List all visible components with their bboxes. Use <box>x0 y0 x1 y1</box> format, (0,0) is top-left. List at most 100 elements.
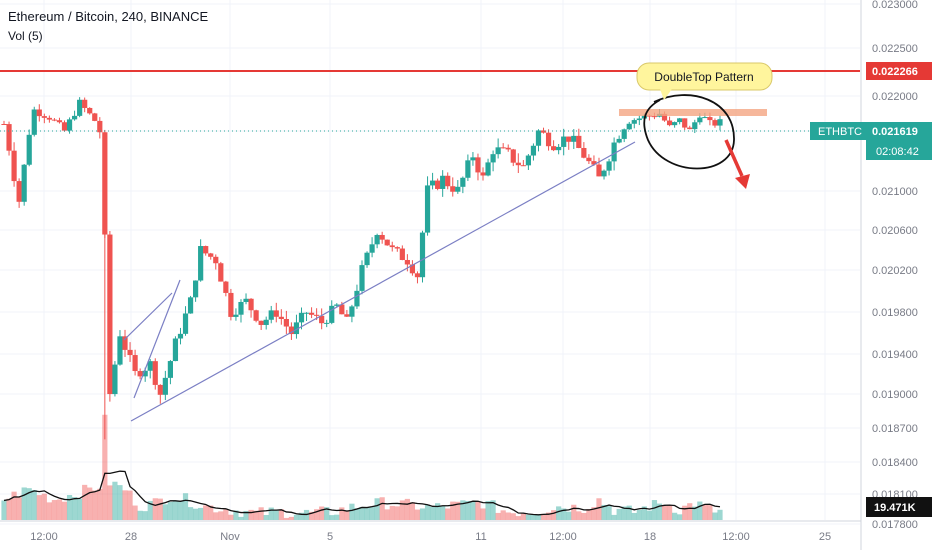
candle-body[interactable] <box>298 312 305 323</box>
rising-trendline[interactable] <box>130 141 636 422</box>
candle-body[interactable] <box>238 301 244 315</box>
candle-body[interactable] <box>561 136 567 147</box>
candle-body[interactable] <box>268 310 274 320</box>
candle-body[interactable] <box>646 115 653 117</box>
candle-body[interactable] <box>455 186 461 192</box>
candle-body[interactable] <box>56 120 63 123</box>
candle-body[interactable] <box>46 117 52 120</box>
candle-body[interactable] <box>1 124 7 125</box>
candle-body[interactable] <box>208 253 214 257</box>
candle-body[interactable] <box>87 107 93 114</box>
candle-body[interactable] <box>92 113 98 121</box>
candle-body[interactable] <box>273 310 279 317</box>
candle-body[interactable] <box>525 155 531 166</box>
candle-body[interactable] <box>324 322 330 324</box>
candle-body[interactable] <box>132 355 138 372</box>
candle-body[interactable] <box>404 259 410 265</box>
candle-body[interactable] <box>182 313 189 334</box>
candle-body[interactable] <box>677 118 683 123</box>
candle-body[interactable] <box>223 281 229 293</box>
resistance-zone[interactable] <box>619 109 767 116</box>
candle-body[interactable] <box>702 117 708 119</box>
candle-body[interactable] <box>349 306 355 317</box>
candle-body[interactable] <box>540 130 547 133</box>
candle-body[interactable] <box>384 239 390 246</box>
candle-body[interactable] <box>314 314 320 316</box>
candle-body[interactable] <box>470 157 476 161</box>
candle-body[interactable] <box>61 122 68 131</box>
candle-body[interactable] <box>112 364 118 395</box>
candle-body[interactable] <box>339 304 345 315</box>
candle-body[interactable] <box>11 150 17 182</box>
candle-body[interactable] <box>41 116 47 118</box>
candle-body[interactable] <box>500 147 506 149</box>
candle-body[interactable] <box>510 149 516 163</box>
candle-body[interactable] <box>137 371 143 377</box>
price-scale[interactable] <box>861 0 932 550</box>
candle-body[interactable] <box>399 248 405 260</box>
candle-body[interactable] <box>409 264 416 274</box>
candle-body[interactable] <box>460 177 466 187</box>
candle-body[interactable] <box>672 122 678 126</box>
candle-body[interactable] <box>606 161 612 171</box>
candle-body[interactable] <box>651 116 658 118</box>
candle-body[interactable] <box>36 109 42 117</box>
candle-body[interactable] <box>97 120 103 133</box>
candle-body[interactable] <box>293 322 300 335</box>
annotation-callout[interactable] <box>636 62 773 91</box>
candle-body[interactable] <box>661 113 668 121</box>
candle-body[interactable] <box>520 165 526 167</box>
candle-body[interactable] <box>556 146 562 151</box>
candle-body[interactable] <box>228 292 234 317</box>
candle-body[interactable] <box>636 118 642 121</box>
candle-body[interactable] <box>319 315 325 324</box>
candle-body[interactable] <box>218 263 224 282</box>
double-top-circle[interactable] <box>643 94 735 170</box>
candle-body[interactable] <box>162 377 168 395</box>
volume-indicator-label[interactable]: Vol (5) <box>8 29 43 43</box>
candle-body[interactable] <box>419 232 426 278</box>
candle-body[interactable] <box>465 160 471 178</box>
down-arrow[interactable] <box>724 139 744 177</box>
candle-body[interactable] <box>16 181 22 202</box>
candle-body[interactable] <box>551 146 557 151</box>
candle-body[interactable] <box>591 161 597 165</box>
candle-body[interactable] <box>586 157 592 162</box>
candle-body[interactable] <box>127 349 133 356</box>
candle-body[interactable] <box>308 312 315 315</box>
candle-body[interactable] <box>687 127 693 130</box>
candle-body[interactable] <box>682 118 688 128</box>
candle-body[interactable] <box>31 109 37 135</box>
candle-body[interactable] <box>707 117 713 121</box>
candle-body[interactable] <box>152 361 158 385</box>
candle-body[interactable] <box>379 234 385 240</box>
candle-body[interactable] <box>717 119 723 126</box>
candle-body[interactable] <box>253 310 259 321</box>
candle-body[interactable] <box>626 123 632 130</box>
candle-body[interactable] <box>485 162 491 176</box>
candle-body[interactable] <box>429 180 436 186</box>
candle-body[interactable] <box>283 319 289 327</box>
candle-body[interactable] <box>450 186 456 192</box>
candle-body[interactable] <box>157 384 163 395</box>
candle-body[interactable] <box>213 256 219 264</box>
candle-body[interactable] <box>258 320 264 325</box>
candle-body[interactable] <box>394 247 400 249</box>
candle-body[interactable] <box>303 312 310 314</box>
candle-body[interactable] <box>82 99 88 108</box>
candle-body[interactable] <box>354 290 360 307</box>
candle-body[interactable] <box>505 147 511 150</box>
candle-body[interactable] <box>495 147 501 155</box>
candle-body[interactable] <box>697 117 703 123</box>
candle-body[interactable] <box>611 142 617 162</box>
candle-body[interactable] <box>167 361 173 378</box>
channel-trendline[interactable] <box>133 279 181 399</box>
candle-body[interactable] <box>263 319 269 325</box>
candle-body[interactable] <box>288 326 295 335</box>
candle-body[interactable] <box>545 132 552 147</box>
candle-body[interactable] <box>329 305 335 323</box>
candle-body[interactable] <box>414 273 421 278</box>
candle-body[interactable] <box>666 120 673 126</box>
candle-body[interactable] <box>243 298 249 302</box>
channel-trendline[interactable] <box>123 292 173 341</box>
